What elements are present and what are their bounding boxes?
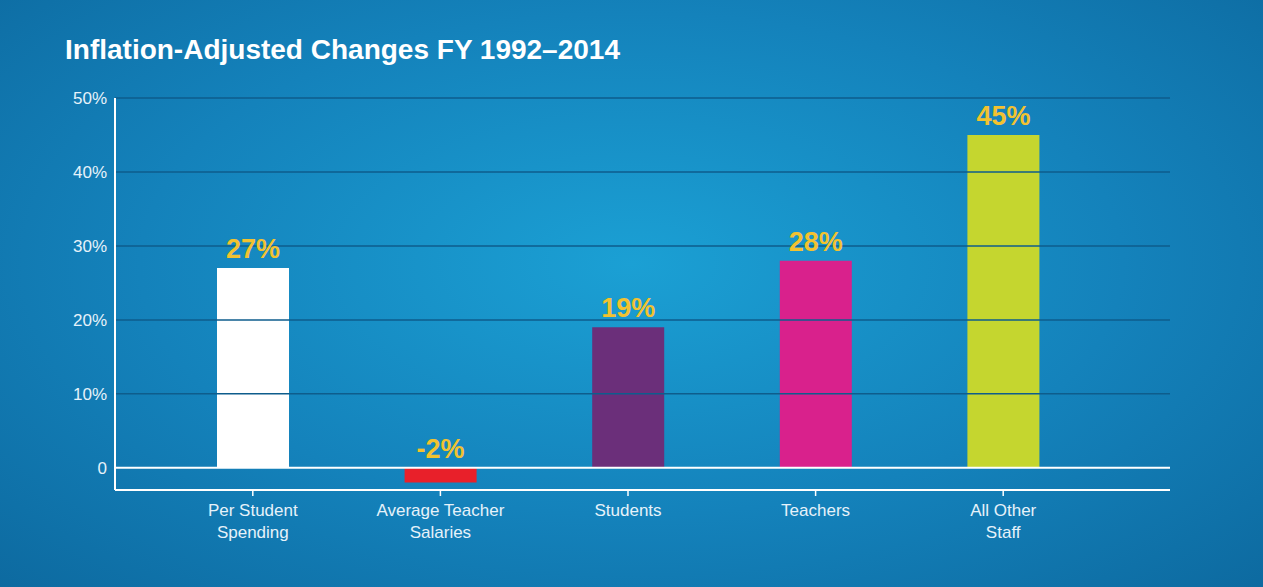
html-text:Inflation-Adjusted Changes FY: Inflation-Adjusted Changes FY 1992–2014 — [65, 34, 620, 65]
svg-text:Per Student: Per Student — [208, 501, 298, 520]
svg-text:0: 0 — [98, 459, 107, 478]
svg-text:10%: 10% — [73, 385, 107, 404]
svg-text:Students: Students — [594, 501, 661, 520]
svg-text:50%: 50% — [73, 89, 107, 108]
svg-text:All Other: All Other — [970, 501, 1036, 520]
svg-text:40%: 40% — [73, 163, 107, 182]
svg-text:Teachers: Teachers — [781, 501, 850, 520]
svg-text:19%: 19% — [601, 293, 655, 323]
svg-text:-2%: -2% — [417, 434, 465, 464]
svg-text:Average Teacher: Average Teacher — [376, 501, 504, 520]
svg-text:Staff: Staff — [986, 523, 1021, 542]
svg-text:Spending: Spending — [217, 523, 289, 542]
svg-text:30%: 30% — [73, 237, 107, 256]
svg-text:28%: 28% — [789, 227, 843, 257]
svg-text:20%: 20% — [73, 311, 107, 330]
svg-text:45%: 45% — [976, 101, 1030, 131]
svg-text:27%: 27% — [226, 234, 280, 264]
svg-text:Salaries: Salaries — [410, 523, 471, 542]
